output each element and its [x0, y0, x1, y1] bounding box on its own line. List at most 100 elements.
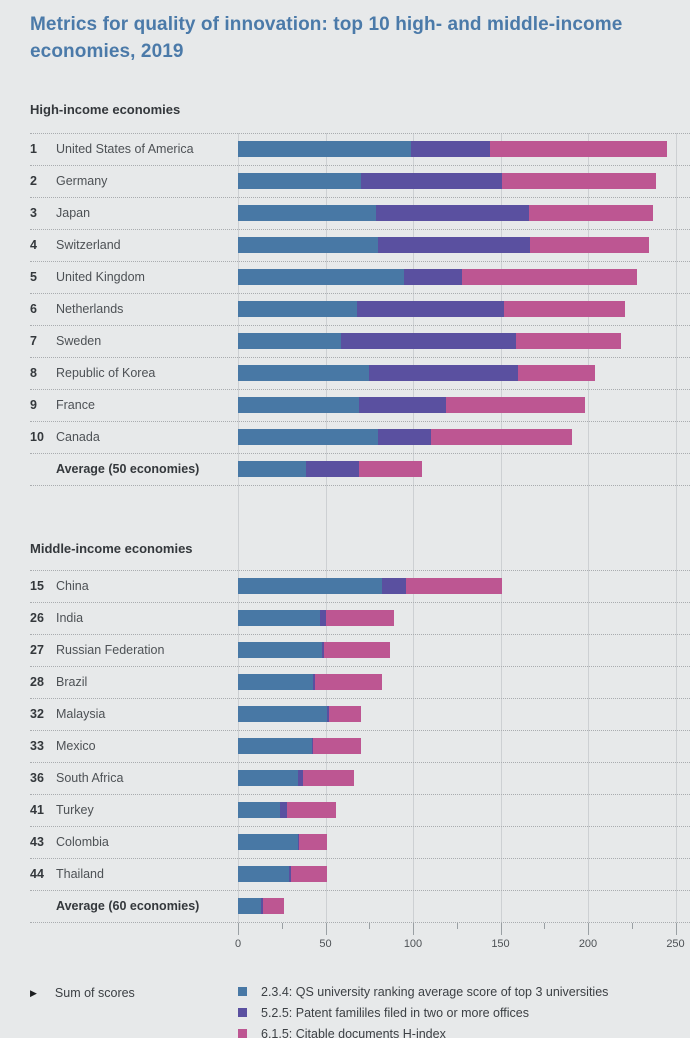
gridlines [30, 132, 690, 923]
bar [238, 609, 394, 626]
axis-tick-label: 0 [234, 937, 242, 950]
bar-segment [238, 364, 370, 381]
bar [238, 204, 653, 221]
bar-segment [341, 332, 517, 349]
sum-of-scores-label: Sum of scores [54, 985, 135, 1000]
bar-segment [238, 673, 314, 690]
row-label: 9 France [30, 398, 238, 412]
bar-segment [238, 769, 298, 786]
rank-label: 4 [30, 238, 37, 253]
axis-tick [588, 922, 589, 935]
bar-segment [411, 140, 490, 157]
row-plot [238, 390, 690, 421]
bar-segment [360, 172, 503, 189]
rank-label: 36 [30, 771, 44, 786]
bar-segment [358, 460, 422, 477]
chart-row: 8 Republic of Korea [30, 358, 690, 390]
bar [238, 737, 361, 754]
bar-segment [287, 801, 336, 818]
bar [238, 641, 391, 658]
axis-tick [544, 922, 546, 929]
bar-segment [299, 833, 328, 850]
axis-tick [413, 922, 414, 935]
rank-label: 27 [30, 643, 44, 658]
bar [238, 396, 585, 413]
bar [238, 300, 625, 317]
bar [238, 268, 637, 285]
bar-segment [530, 236, 650, 253]
row-plot [238, 454, 690, 485]
legend-item: 6.1.5: Citable documents H-index [238, 1027, 660, 1038]
bar-segment [238, 236, 378, 253]
row-label: 2 Germany [30, 174, 238, 188]
rank-label: 41 [30, 803, 44, 818]
bar-segment [238, 204, 377, 221]
chart-row: 1 United States of America [30, 134, 690, 166]
row-plot [238, 635, 690, 666]
chart-row: Average (50 economies) [30, 454, 690, 486]
row-label: Average (60 economies) [30, 899, 238, 913]
row-plot [238, 358, 690, 389]
chart-row: 27 Russian Federation [30, 635, 690, 667]
economy-label: France [56, 398, 95, 413]
x-axis: 0 50 100 150 200 250 [235, 922, 690, 961]
economy-label: Mexico [56, 739, 96, 754]
bar [238, 673, 382, 690]
high-income-rows: 1 United States of America 2 Germany 3 Japan 4… [30, 132, 690, 486]
bar-segment [238, 865, 289, 882]
economy-label: Turkey [56, 803, 94, 818]
bar-segment [238, 801, 280, 818]
bar-segment [311, 737, 314, 754]
economy-label: Malaysia [56, 707, 106, 722]
rank-label: 32 [30, 707, 44, 722]
row-plot [238, 795, 690, 826]
rank-label: 3 [30, 206, 37, 221]
chart-row: 6 Netherlands [30, 294, 690, 326]
chart-row: 44 Thailand [30, 859, 690, 891]
legend: ▶ Sum of scores 2.3.4: QS university ran… [30, 985, 660, 1038]
row-label: 15 China [30, 579, 238, 593]
bar-segment [238, 737, 312, 754]
rank-label: 15 [30, 579, 44, 594]
bar-segment [280, 801, 287, 818]
chart-row: 43 Colombia [30, 827, 690, 859]
stacked-bar-chart: 1 United States of America 2 Germany 3 Japan 4… [30, 132, 690, 923]
rank-label: 33 [30, 739, 44, 754]
bar-segment [358, 396, 447, 413]
bar-segment [238, 833, 298, 850]
triangle-icon: ▶ [30, 987, 37, 998]
chart-row: 2 Germany [30, 166, 690, 198]
row-plot [238, 262, 690, 293]
legend-item: 2.3.4: QS university ranking average sco… [238, 985, 660, 999]
bar [238, 460, 422, 477]
bar-segment [315, 673, 382, 690]
bar-segment [238, 140, 412, 157]
rank-label: 1 [30, 142, 37, 157]
bar-segment [323, 641, 391, 658]
bar [238, 705, 361, 722]
axis-tick [456, 922, 458, 929]
bar-segment [357, 300, 504, 317]
axis-tick-label: 100 [403, 937, 423, 950]
bar-segment [262, 897, 284, 914]
legend-swatch [238, 1008, 247, 1018]
bar [238, 172, 657, 189]
economy-label: Republic of Korea [56, 366, 156, 381]
economy-label: United Kingdom [56, 270, 145, 285]
bar-segment [430, 428, 573, 445]
chart-row: 3 Japan [30, 198, 690, 230]
row-label: 4 Switzerland [30, 238, 238, 252]
gridline [413, 132, 414, 923]
row-label: 6 Netherlands [30, 302, 238, 316]
row-plot [238, 294, 690, 325]
bar-segment [325, 609, 394, 626]
bar [238, 833, 328, 850]
section-header-middle-income: Middle-income economies [30, 540, 193, 556]
bar-segment [306, 460, 359, 477]
row-label: 7 Sweden [30, 334, 238, 348]
row-plot [238, 326, 690, 357]
row-plot [238, 198, 690, 229]
bar-segment [329, 705, 361, 722]
legend-items: 2.3.4: QS university ranking average sco… [238, 985, 660, 1038]
economy-label: Canada [56, 430, 100, 445]
